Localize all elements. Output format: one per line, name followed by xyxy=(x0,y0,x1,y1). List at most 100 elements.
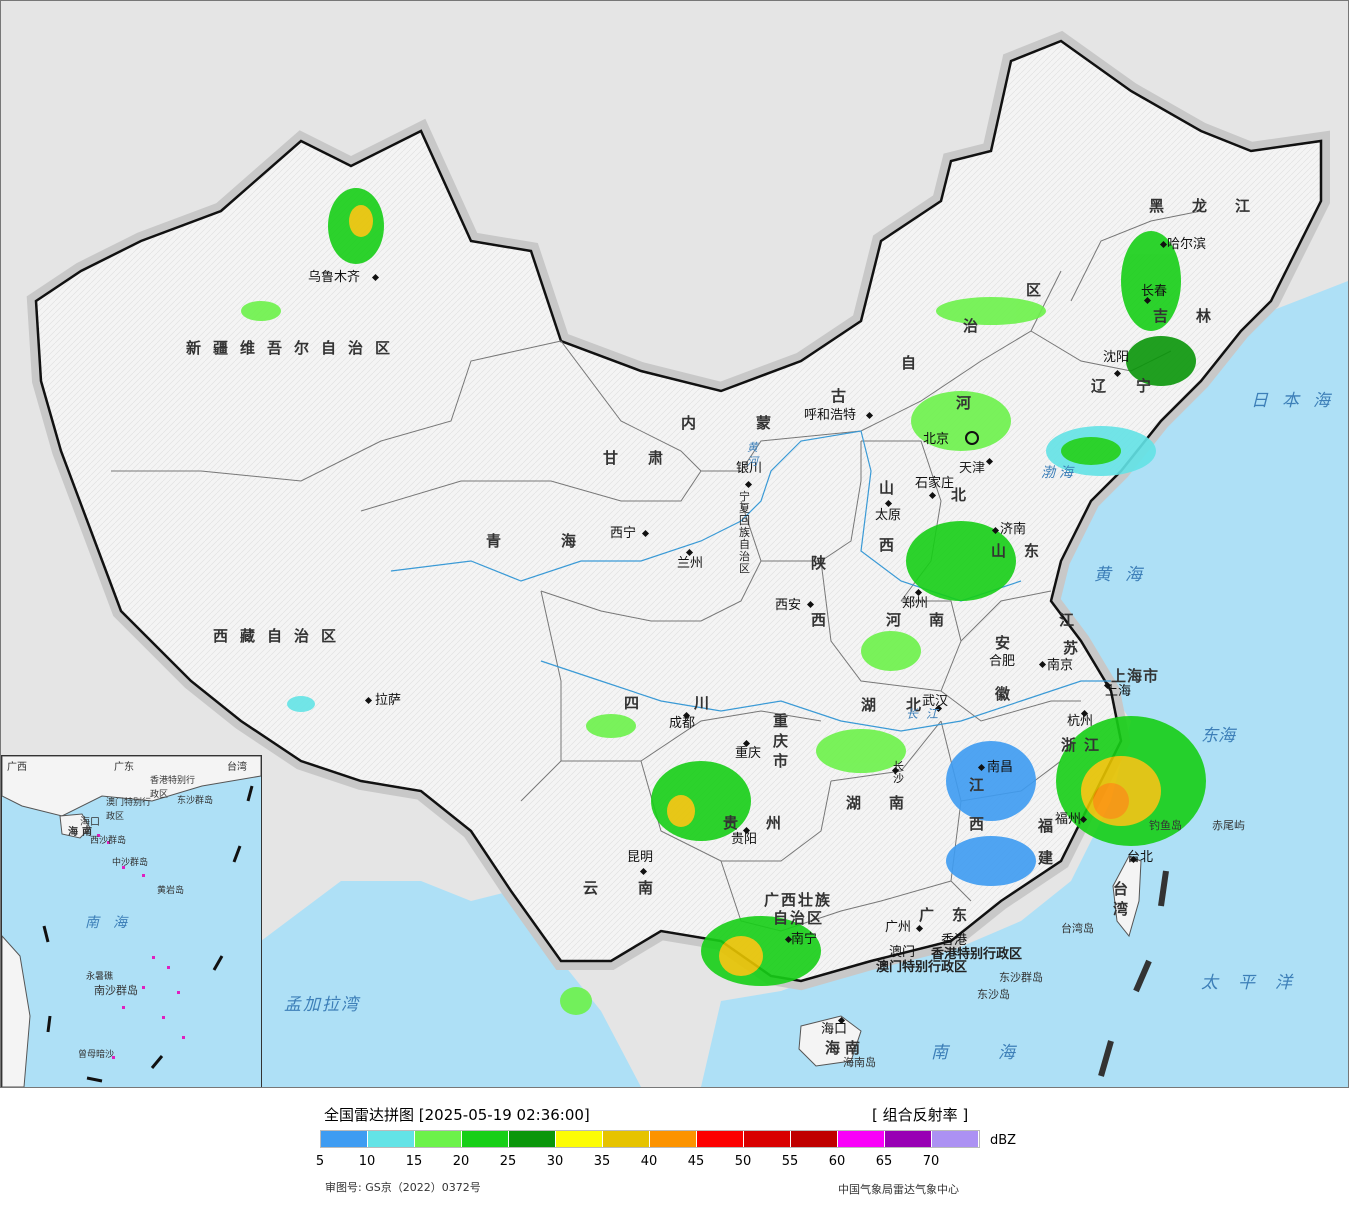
inset-label-hainan-2: 南 xyxy=(82,827,92,838)
city-chongqing: 重庆 xyxy=(735,746,762,761)
legend-swatch xyxy=(932,1131,979,1147)
label-hongkong-sar: 香港特别行政区 xyxy=(931,947,1023,962)
label-jiangxi-2: 西 xyxy=(969,815,985,833)
radar-map[interactable]: 新疆维吾尔自治区 西藏自治区 青海 甘肃 四川 云南 内蒙 古 自 治 区 黑龙… xyxy=(0,0,1349,1088)
legend-tick-label: 55 xyxy=(781,1154,799,1169)
label-heilongjiang: 黑龙江 xyxy=(1149,197,1279,215)
city-hefei: 合肥 xyxy=(989,654,1016,669)
label-qinghai: 青海 xyxy=(486,532,637,550)
legend-tick-label: 25 xyxy=(499,1154,517,1169)
label-anhui-2: 徽 xyxy=(995,685,1011,703)
city-lhasa: 拉萨 xyxy=(375,693,402,708)
issuing-center: 中国气象局雷达气象中心 xyxy=(838,1183,959,1196)
inset-label-haikou: 海口 xyxy=(80,817,100,828)
sea-label-east: 东海 xyxy=(1201,726,1235,746)
city-shijiazhuang: 石家庄 xyxy=(915,476,955,491)
label-hubei: 湖北 xyxy=(861,696,952,714)
legend-tick-label: 10 xyxy=(358,1154,376,1169)
label-guangxi-1: 广西壮族 xyxy=(764,891,833,909)
inset-label-nansha: 南沙群岛 xyxy=(94,984,138,997)
capital-marker-icon xyxy=(965,431,979,445)
city-nanchang: 南昌 xyxy=(987,760,1014,775)
sea-label-pacific: 太平洋 xyxy=(1201,973,1312,993)
legend-tick-label: 30 xyxy=(546,1154,564,1169)
inset-label-guangxi: 广西 xyxy=(7,762,27,773)
legend-tick-label: 35 xyxy=(593,1154,611,1169)
legend-swatch xyxy=(321,1131,368,1147)
legend-tick-label: 15 xyxy=(405,1154,423,1169)
inset-label-yongshu: 永暑礁 xyxy=(86,972,114,982)
city-wuhan: 武汉 xyxy=(922,694,949,709)
city-fuzhou: 福州 xyxy=(1055,812,1082,827)
label-hainan-1: 海 xyxy=(825,1039,841,1057)
legend-tick-label: 20 xyxy=(452,1154,470,1169)
label-shanghai: 上海市 xyxy=(1111,667,1160,685)
label-guangdong: 广东 xyxy=(919,906,986,924)
legend-swatch xyxy=(368,1131,415,1147)
inset-label-hongkong: 香港特别行政区 xyxy=(150,776,196,800)
label-shaanxi-2: 西 xyxy=(811,611,827,629)
map-canvas xyxy=(26,30,1348,1087)
legend-unit: dBZ xyxy=(990,1133,1017,1148)
label-gansu: 甘肃 xyxy=(603,449,694,467)
label-jiangsu-2: 苏 xyxy=(1063,639,1079,657)
city-nanning: 南宁 xyxy=(791,932,818,947)
legend-swatch xyxy=(885,1131,932,1147)
legend-tick-label: 65 xyxy=(875,1154,893,1169)
city-xining: 西宁 xyxy=(610,526,637,541)
city-guangzhou: 广州 xyxy=(885,920,912,935)
maritime-boundary xyxy=(1098,870,1169,1077)
inset-label-taiwan: 台湾 xyxy=(227,762,247,773)
city-hongkong: 香港 xyxy=(941,933,968,948)
city-chengdu: 成都 xyxy=(669,716,696,731)
label-hainan-2: 南 xyxy=(845,1039,861,1057)
sea-label-south: 南海 xyxy=(931,1043,1065,1063)
city-zhengzhou: 郑州 xyxy=(902,596,929,611)
city-taipei: 台北 xyxy=(1127,850,1154,865)
radar-echoes xyxy=(241,188,1206,1015)
city-jinan: 济南 xyxy=(1000,522,1027,537)
city-changchun: 长春 xyxy=(1141,284,1168,299)
map-approval-number: 审图号: GS京（2022）0372号 xyxy=(325,1181,481,1194)
label-fujian-2: 建 xyxy=(1038,849,1054,867)
island-taiwan: 台湾岛 xyxy=(1061,922,1094,935)
legend-panel: 全国雷达拼图 [2025-05-19 02:36:00] [ 组合反射率 ] 5… xyxy=(0,1088,1349,1208)
inset-label-hainan-1: 海 xyxy=(68,827,78,838)
city-haikou: 海口 xyxy=(821,1022,848,1037)
label-tibet: 西藏自治区 xyxy=(213,627,349,645)
river-label-yangtze: 长江 xyxy=(906,707,947,721)
river-label-yellow: 黄河 xyxy=(747,441,758,468)
city-macau: 澳门 xyxy=(889,945,916,960)
label-guizhou: 贵州 xyxy=(723,814,810,832)
label-shaanxi-1: 陕 xyxy=(811,554,827,572)
legend-tick-label: 40 xyxy=(640,1154,658,1169)
label-zhejiang: 浙江 xyxy=(1061,736,1108,754)
color-scale-bar xyxy=(320,1130,980,1148)
label-tianjin-prov: 天津 xyxy=(959,461,986,476)
inset-label-huangyan: 黄岩岛 xyxy=(157,886,185,896)
label-shanxi-1: 山 xyxy=(879,479,895,497)
taiwan-island xyxy=(1112,855,1142,938)
label-yunnan: 云南 xyxy=(583,879,694,897)
inset-label-zhongsha: 中沙群岛 xyxy=(112,858,149,868)
legend-swatch xyxy=(556,1131,603,1147)
city-hangzhou: 杭州 xyxy=(1067,714,1094,729)
legend-tick-label: 50 xyxy=(734,1154,752,1169)
city-nanjing: 南京 xyxy=(1047,658,1074,673)
city-xian: 西安 xyxy=(775,598,802,613)
sea-bengal xyxy=(141,881,641,1087)
label-macau-sar: 澳门特别行政区 xyxy=(876,960,968,975)
label-hunan: 湖南 xyxy=(846,794,933,812)
inset-label-zengmu: 曾母暗沙 xyxy=(78,1050,115,1060)
legend-title: 全国雷达拼图 [2025-05-19 02:36:00] xyxy=(324,1106,590,1124)
city-guiyang: 贵阳 xyxy=(731,832,758,847)
label-chongqing: 重庆市 xyxy=(773,712,789,770)
legend-swatch xyxy=(509,1131,556,1147)
legend-swatch xyxy=(744,1131,791,1147)
sea-label-yellow: 黄海 xyxy=(1094,565,1156,585)
island-dongsha: 东沙岛 xyxy=(977,988,1010,1001)
city-beijing: 北京 xyxy=(923,432,950,447)
label-hebei-2: 北 xyxy=(951,486,967,504)
label-neimenggu-2: 古 xyxy=(831,387,847,405)
legend-swatch xyxy=(697,1131,744,1147)
